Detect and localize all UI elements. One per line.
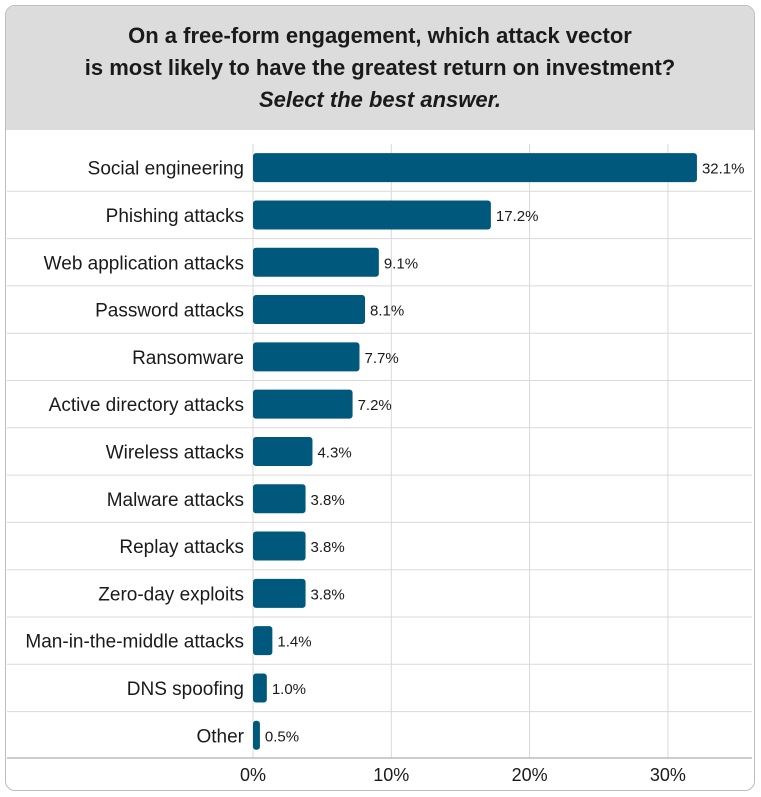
- x-tick-label: 20%: [512, 765, 548, 785]
- bar: [253, 720, 260, 750]
- value-label: 7.2%: [358, 397, 392, 414]
- value-label: 3.8%: [311, 492, 345, 509]
- chart-header: On a free-form engagement, which attack …: [6, 6, 754, 130]
- category-label: Zero-day exploits: [98, 584, 244, 605]
- value-label: 3.8%: [311, 539, 345, 556]
- value-label: 3.8%: [311, 586, 345, 603]
- category-label: Password attacks: [95, 301, 244, 322]
- bar: [253, 578, 306, 608]
- value-label: 0.5%: [265, 728, 299, 745]
- x-tick-label: 0%: [240, 765, 266, 785]
- bar: [253, 673, 267, 703]
- value-label: 4.3%: [317, 444, 351, 461]
- bar: [253, 484, 306, 514]
- value-label: 32.1%: [702, 161, 745, 178]
- chart-title-line-1: On a free-form engagement, which attack …: [128, 23, 632, 48]
- chart-card: On a free-form engagement, which attack …: [5, 5, 755, 791]
- category-label: Web application attacks: [44, 253, 244, 274]
- category-label: Active directory attacks: [49, 395, 244, 416]
- category-label: Ransomware: [132, 348, 244, 369]
- category-label: Social engineering: [88, 159, 244, 180]
- bar: [253, 342, 360, 372]
- bar: [253, 295, 366, 325]
- category-label: Replay attacks: [119, 537, 244, 558]
- category-label: Wireless attacks: [106, 442, 244, 463]
- chart-subtitle: Select the best answer.: [258, 87, 502, 112]
- category-label: Phishing attacks: [106, 206, 244, 227]
- bar: [253, 436, 313, 466]
- bar: [253, 626, 273, 656]
- bar: [253, 153, 697, 183]
- bar: [253, 531, 306, 561]
- chart-title-line-2: is most likely to have the greatest retu…: [84, 55, 676, 80]
- bar: [253, 247, 379, 277]
- bar: [253, 200, 491, 230]
- category-label: Man-in-the-middle attacks: [25, 632, 244, 653]
- value-label: 8.1%: [370, 303, 404, 320]
- category-label: DNS spoofing: [127, 679, 244, 700]
- x-tick-label: 30%: [650, 765, 686, 785]
- value-label: 1.4%: [277, 634, 311, 651]
- value-label: 9.1%: [384, 255, 418, 272]
- x-tick-label: 10%: [373, 765, 409, 785]
- category-label: Malware attacks: [107, 490, 244, 511]
- value-label: 7.7%: [364, 350, 398, 367]
- value-label: 1.0%: [272, 681, 306, 698]
- category-label: Other: [196, 726, 244, 747]
- bar: [253, 389, 353, 419]
- value-label: 17.2%: [496, 208, 539, 225]
